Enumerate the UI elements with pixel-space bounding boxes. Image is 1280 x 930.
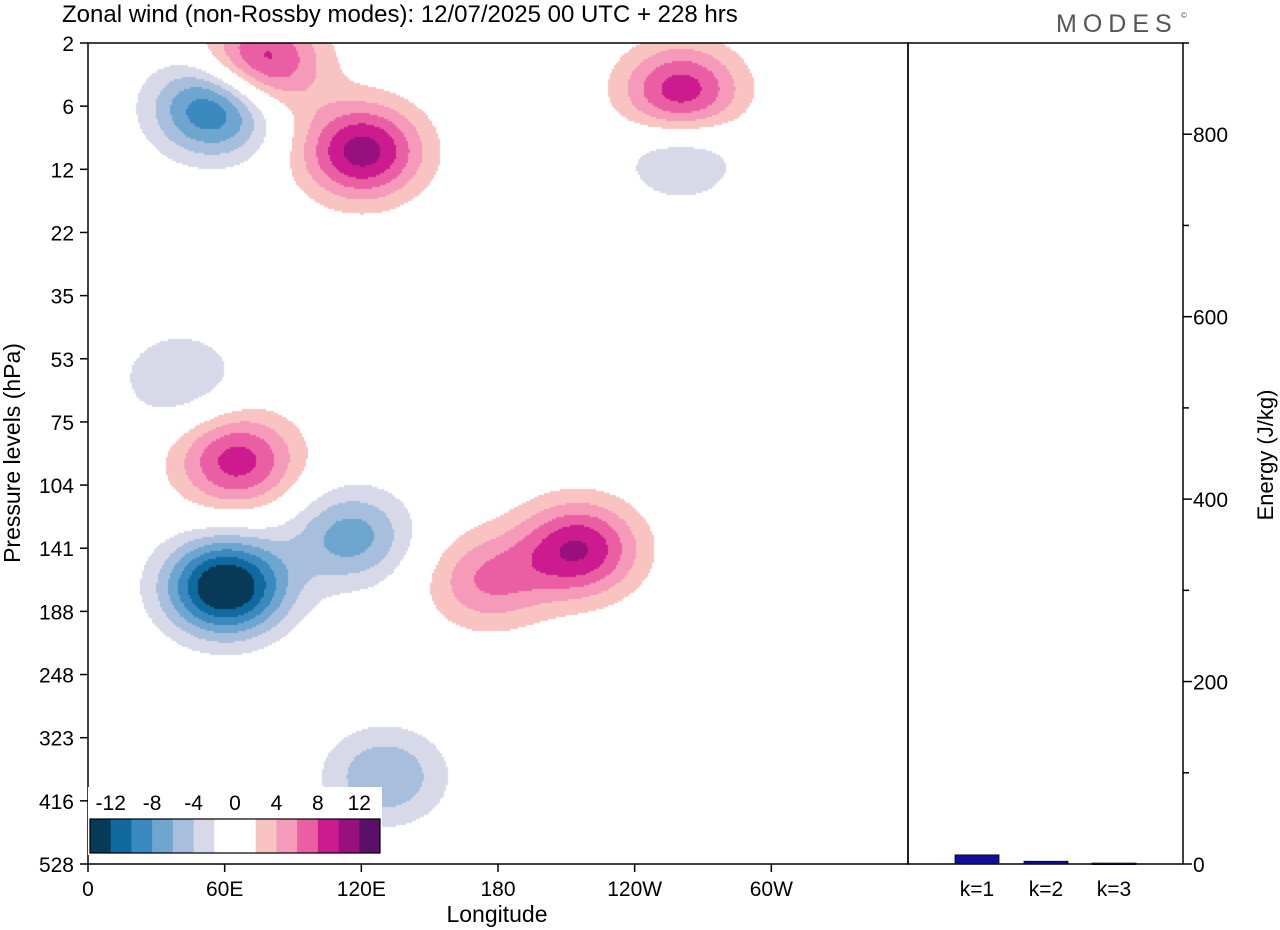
- colorbar-swatch: [276, 819, 298, 853]
- y-tick-label: 141: [39, 538, 74, 561]
- colorbar: -12 -8 -4 0 4 8 12: [88, 787, 382, 855]
- energy-category-label: k=2: [1029, 878, 1063, 901]
- y-tick-label: 104: [39, 475, 74, 498]
- y-tick-label: 22: [51, 222, 74, 245]
- heatmap-image: [88, 43, 908, 864]
- colorbar-swatch: [193, 819, 215, 853]
- y-tick-label: 248: [39, 665, 74, 688]
- energy-bars: k=1 k=2 k=3: [954, 854, 1137, 901]
- colorbar-label: -8: [143, 792, 162, 815]
- energy-axis-label: Energy (J/kg): [1253, 390, 1278, 521]
- colorbar-swatch: [131, 819, 153, 853]
- y-tick-label: 416: [39, 791, 74, 814]
- energy-bar: [1091, 862, 1137, 865]
- colorbar-swatch: [214, 819, 236, 853]
- y-tick-label: 2: [62, 33, 74, 56]
- colorbar-swatch: [255, 819, 277, 853]
- colorbar-frame: [89, 818, 381, 854]
- x-axis-longitude: 0 60E 120E 180 120W 60W: [82, 864, 793, 901]
- x-tick-label: 0: [82, 878, 94, 901]
- colorbar-swatch: [297, 819, 319, 853]
- x-tick-label: 60E: [206, 878, 243, 901]
- energy-bar: [1023, 860, 1069, 865]
- energy-tick-label: 400: [1193, 489, 1228, 512]
- colorbar-swatch: [110, 819, 132, 853]
- y-tick-label: 75: [51, 412, 74, 435]
- x-axis-label: Longitude: [446, 901, 547, 927]
- x-tick-label: 60W: [750, 878, 793, 901]
- colorbar-label: 0: [229, 792, 241, 815]
- colorbar-label: -12: [96, 792, 126, 815]
- colorbar-swatch: [317, 819, 340, 853]
- colorbar-label: -4: [184, 792, 203, 815]
- y-axis-label: Pressure levels (hPa): [0, 343, 25, 563]
- y-tick-label: 528: [39, 854, 74, 877]
- x-tick-label: 180: [480, 878, 515, 901]
- energy-tick-label: 0: [1193, 854, 1205, 877]
- y-tick-label: 12: [51, 159, 74, 182]
- y-tick-label: 188: [39, 601, 74, 624]
- colorbar-swatch: [90, 819, 112, 853]
- colorbar-swatch: [152, 819, 174, 853]
- x-tick-label: 120E: [337, 878, 386, 901]
- modes-logo: MODES: [1056, 10, 1178, 38]
- y-tick-label: 323: [39, 728, 74, 751]
- colorbar-label: 12: [348, 792, 371, 815]
- colorbar-label: 8: [312, 792, 324, 815]
- y-tick-label: 35: [51, 286, 74, 309]
- y-tick-label: 6: [62, 96, 74, 119]
- y-axis-levels: 2 6 12 22 35 53 75 104 141 188 248 323 416 528: [39, 33, 88, 877]
- energy-tick-label: 800: [1193, 124, 1228, 147]
- modes-logo-mark: ©: [1181, 11, 1187, 20]
- colorbar-swatch: [172, 819, 195, 853]
- energy-frame: [907, 42, 1184, 865]
- heatmap-field: [88, 43, 908, 864]
- energy-y-axis: 0 200 400 600 800: [1183, 42, 1228, 877]
- y-tick-label: 53: [51, 349, 74, 372]
- colorbar-swatch: [235, 819, 257, 853]
- energy-bar: [954, 854, 1000, 865]
- colorbar-label: 4: [271, 792, 283, 815]
- energy-category-label: k=1: [960, 878, 994, 901]
- chart-title: Zonal wind (non-Rossby modes): 12/07/202…: [62, 1, 738, 28]
- x-tick-label: 120W: [607, 878, 662, 901]
- colorbar-swatch: [359, 819, 381, 853]
- energy-tick-label: 200: [1193, 672, 1228, 695]
- energy-category-label: k=3: [1097, 878, 1131, 901]
- energy-tick-label: 600: [1193, 307, 1228, 330]
- colorbar-swatch: [338, 819, 360, 853]
